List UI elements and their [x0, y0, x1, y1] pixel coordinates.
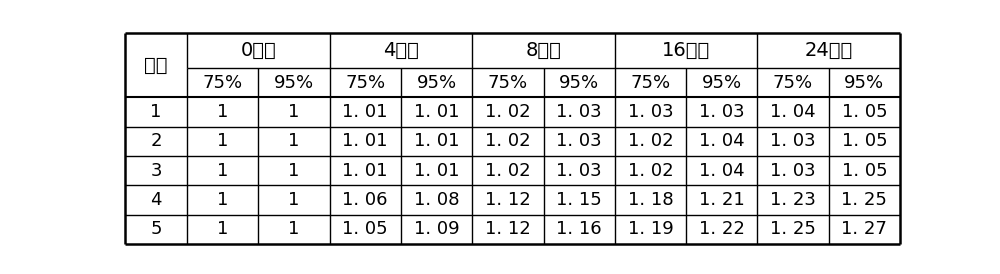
Text: 16小时: 16小时: [662, 41, 710, 60]
Text: 1: 1: [217, 132, 228, 150]
Text: 1. 25: 1. 25: [770, 220, 816, 238]
Text: 8小时: 8小时: [526, 41, 561, 60]
Text: 1. 12: 1. 12: [485, 220, 531, 238]
Text: 95%: 95%: [702, 74, 742, 92]
Text: 1: 1: [217, 191, 228, 209]
Text: 1: 1: [150, 103, 162, 121]
Text: 75%: 75%: [345, 74, 385, 92]
Text: 1. 25: 1. 25: [841, 191, 887, 209]
Text: 1. 04: 1. 04: [699, 132, 745, 150]
Text: 1. 01: 1. 01: [342, 162, 388, 179]
Text: 1. 04: 1. 04: [770, 103, 816, 121]
Text: 1. 03: 1. 03: [770, 132, 816, 150]
Text: 1. 22: 1. 22: [699, 220, 745, 238]
Text: 1. 21: 1. 21: [699, 191, 745, 209]
Text: 75%: 75%: [773, 74, 813, 92]
Text: 4: 4: [150, 191, 162, 209]
Text: 1. 23: 1. 23: [770, 191, 816, 209]
Text: 1. 27: 1. 27: [841, 220, 887, 238]
Text: 1. 18: 1. 18: [628, 191, 673, 209]
Text: 1: 1: [217, 220, 228, 238]
Text: 1. 01: 1. 01: [342, 132, 388, 150]
Text: 1. 03: 1. 03: [556, 162, 602, 179]
Text: 1. 02: 1. 02: [628, 162, 673, 179]
Text: 1. 03: 1. 03: [628, 103, 673, 121]
Text: 1. 01: 1. 01: [342, 103, 388, 121]
Text: 2: 2: [150, 132, 162, 150]
Text: 1. 08: 1. 08: [414, 191, 459, 209]
Text: 1. 12: 1. 12: [485, 191, 531, 209]
Text: 95%: 95%: [416, 74, 457, 92]
Text: 1. 02: 1. 02: [485, 103, 531, 121]
Text: 1. 05: 1. 05: [842, 162, 887, 179]
Text: 1. 05: 1. 05: [842, 103, 887, 121]
Text: 4小时: 4小时: [383, 41, 419, 60]
Text: 1. 19: 1. 19: [628, 220, 673, 238]
Text: 24小时: 24小时: [805, 41, 853, 60]
Text: 1: 1: [288, 191, 300, 209]
Text: 1. 02: 1. 02: [485, 162, 531, 179]
Text: 75%: 75%: [203, 74, 243, 92]
Text: 1. 02: 1. 02: [485, 132, 531, 150]
Text: 1. 03: 1. 03: [556, 132, 602, 150]
Text: 1. 05: 1. 05: [342, 220, 388, 238]
Text: 1. 06: 1. 06: [342, 191, 388, 209]
Text: 3: 3: [150, 162, 162, 179]
Text: 1. 01: 1. 01: [414, 132, 459, 150]
Text: 1. 03: 1. 03: [770, 162, 816, 179]
Text: 1. 01: 1. 01: [414, 103, 459, 121]
Text: 1. 04: 1. 04: [699, 162, 745, 179]
Text: 75%: 75%: [630, 74, 671, 92]
Text: 5: 5: [150, 220, 162, 238]
Text: 1: 1: [217, 162, 228, 179]
Text: 95%: 95%: [844, 74, 884, 92]
Text: 95%: 95%: [274, 74, 314, 92]
Text: 75%: 75%: [488, 74, 528, 92]
Text: 0小时: 0小时: [240, 41, 276, 60]
Text: 1: 1: [288, 132, 300, 150]
Text: 1: 1: [288, 220, 300, 238]
Text: 1. 16: 1. 16: [556, 220, 602, 238]
Text: 1. 01: 1. 01: [414, 162, 459, 179]
Text: 1. 03: 1. 03: [699, 103, 745, 121]
Text: 1: 1: [288, 162, 300, 179]
Text: 1: 1: [288, 103, 300, 121]
Text: 1. 02: 1. 02: [628, 132, 673, 150]
Text: 1: 1: [217, 103, 228, 121]
Text: 样品: 样品: [144, 56, 168, 75]
Text: 1. 09: 1. 09: [414, 220, 459, 238]
Text: 1. 15: 1. 15: [556, 191, 602, 209]
Text: 95%: 95%: [559, 74, 599, 92]
Text: 1. 05: 1. 05: [842, 132, 887, 150]
Text: 1. 03: 1. 03: [556, 103, 602, 121]
